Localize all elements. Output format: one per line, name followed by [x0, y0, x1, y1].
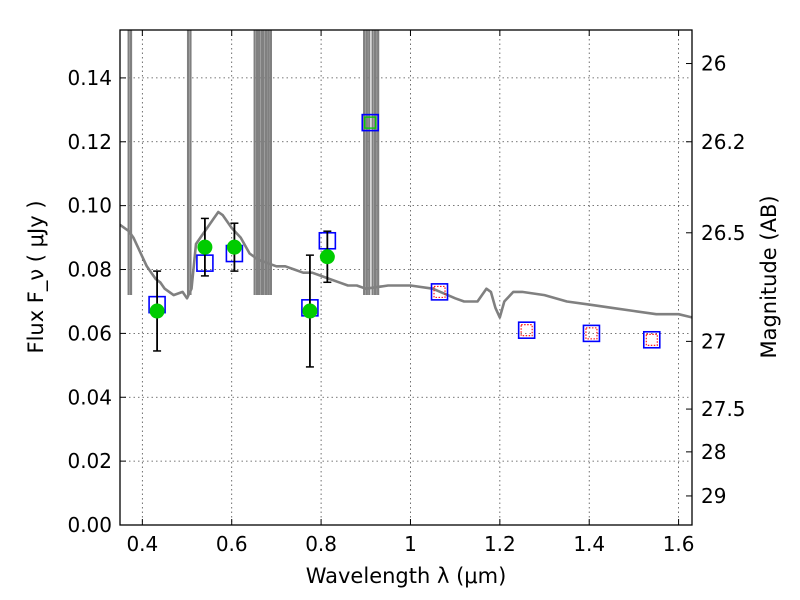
y-tick-label: 0.00 — [67, 513, 112, 537]
y-tick-label: 0.04 — [67, 385, 112, 409]
green-square-marker — [364, 116, 377, 129]
model-photometry-square — [517, 321, 536, 339]
axes: 0.4 0.6 0.8 1 1.2 1.4 1.6 0.00 0.02 0.04 0.06 0.08 0… — [67, 30, 746, 556]
y-tick-label: 0.10 — [67, 194, 112, 218]
model-photometry-square — [361, 113, 380, 132]
plot-frame — [119, 29, 693, 526]
observed-flux-point — [149, 303, 165, 319]
x-tick-label: 1.2 — [484, 532, 516, 556]
y-tick-label: 0.14 — [67, 66, 112, 90]
observed-flux-point — [197, 239, 213, 255]
x-tick-label: 0.4 — [126, 532, 158, 556]
y-tick-label: 0.06 — [67, 321, 112, 345]
plot-area — [120, 30, 692, 368]
right-tick-label: 27 — [701, 329, 726, 353]
model-no-line-square — [645, 333, 658, 346]
observed-flux-point — [226, 239, 242, 255]
y-axis-label-right-text: Magnitude (AB) — [757, 195, 781, 358]
right-tick-label: 26.2 — [701, 130, 746, 154]
right-tick-label: 27.5 — [701, 397, 746, 421]
y-tick-label: 0.08 — [67, 258, 112, 282]
right-tick-label: 29 — [701, 484, 726, 508]
y-axis-label-text: Flux F_ν ( μJy ) — [24, 200, 49, 353]
model-photometry-square — [430, 283, 449, 301]
model-no-line-square — [520, 324, 533, 337]
model-photometry-square — [642, 330, 661, 349]
model-no-line-square — [585, 327, 598, 340]
observed-flux-point — [302, 303, 318, 319]
x-tick-label: 1 — [404, 532, 417, 556]
x-tick-label: 1.4 — [573, 532, 605, 556]
y-tick-label: 0.12 — [67, 130, 112, 154]
model-no-line-square — [433, 285, 446, 298]
grid — [120, 30, 692, 526]
model-photometry-square — [582, 324, 601, 343]
x-tick-label: 0.6 — [216, 532, 248, 556]
x-tick-label: 1.6 — [663, 532, 695, 556]
y-tick-label: 0.02 — [67, 449, 112, 473]
y-axis-label-right: Magnitude (AB) — [757, 195, 781, 358]
x-axis-label: Wavelength λ (μm) — [306, 564, 507, 588]
right-tick-label: 26.5 — [701, 221, 746, 245]
observed-flux-point — [319, 249, 335, 265]
x-tick-label: 0.8 — [305, 532, 337, 556]
y-axis-label-left: Flux F_ν ( μJy ) — [24, 200, 49, 353]
sed-model-line — [120, 210, 692, 319]
right-tick-label: 26 — [701, 52, 726, 76]
right-tick-label: 28 — [701, 440, 726, 464]
